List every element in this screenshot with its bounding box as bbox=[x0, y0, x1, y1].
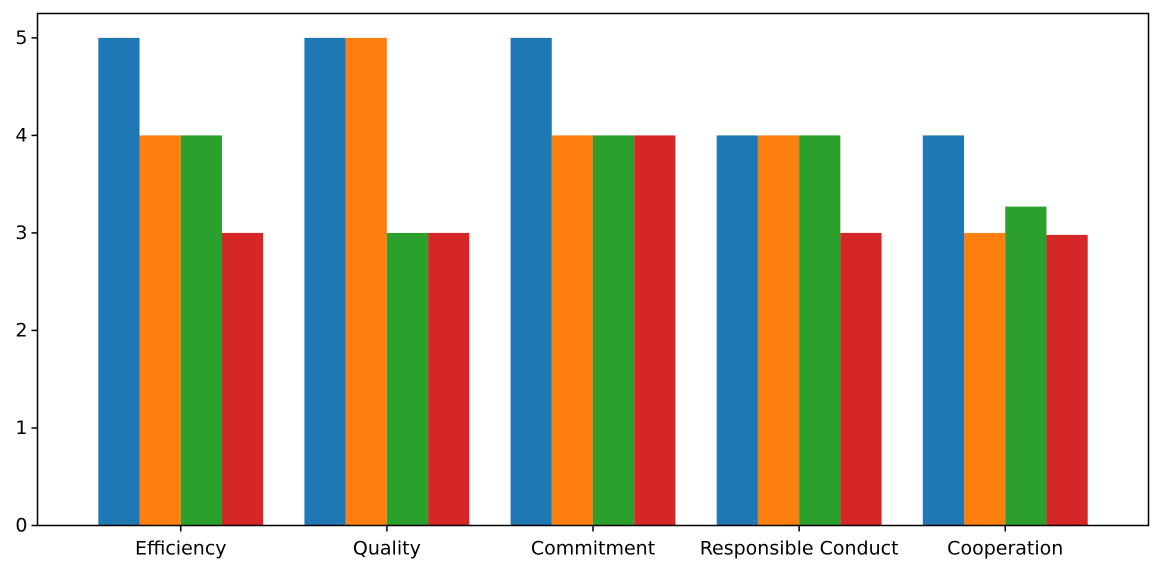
bar-quality-2 bbox=[345, 37, 387, 526]
bar-responsible-conduct-4 bbox=[840, 232, 882, 526]
x-tick-label-responsible-conduct: Responsible Conduct bbox=[700, 538, 899, 560]
bar-efficiency-2 bbox=[139, 135, 181, 526]
bar-commitment-2 bbox=[551, 135, 593, 526]
x-tick-label-efficiency: Efficiency bbox=[135, 538, 227, 560]
bar-quality-3 bbox=[386, 232, 429, 526]
bar-quality-4 bbox=[428, 232, 470, 526]
axes-group: 0 1 2 3 4 5 Efficiency Quality Commitment Respons… bbox=[15, 12, 1150, 560]
bar-commitment-4 bbox=[634, 135, 676, 526]
bar-efficiency-3 bbox=[180, 135, 222, 526]
y-tick-label-4: 4 bbox=[15, 124, 27, 146]
bar-commitment-3 bbox=[593, 135, 635, 526]
y-tick-label-2: 2 bbox=[15, 319, 27, 341]
x-tick-label-commitment: Commitment bbox=[531, 538, 655, 560]
x-tick-label-cooperation: Cooperation bbox=[947, 538, 1063, 560]
bar-responsible-conduct-2 bbox=[757, 135, 800, 526]
bars-group bbox=[98, 37, 1088, 526]
y-tick-label-0: 0 bbox=[15, 515, 27, 537]
bar-quality-1 bbox=[304, 37, 346, 526]
y-tick-label-5: 5 bbox=[15, 27, 27, 49]
bar-commitment-1 bbox=[510, 37, 552, 526]
bar-cooperation-3 bbox=[1005, 206, 1047, 526]
bar-cooperation-4 bbox=[1046, 234, 1088, 526]
bar-cooperation-2 bbox=[964, 232, 1006, 526]
bar-responsible-conduct-1 bbox=[716, 135, 758, 526]
bar-efficiency-1 bbox=[98, 37, 140, 526]
x-tick-label-quality: Quality bbox=[353, 538, 421, 560]
bar-cooperation-1 bbox=[922, 135, 965, 526]
bar-efficiency-4 bbox=[221, 232, 264, 526]
y-tick-label-1: 1 bbox=[15, 417, 27, 439]
bar-responsible-conduct-3 bbox=[799, 135, 841, 526]
y-tick-label-3: 3 bbox=[15, 222, 27, 244]
